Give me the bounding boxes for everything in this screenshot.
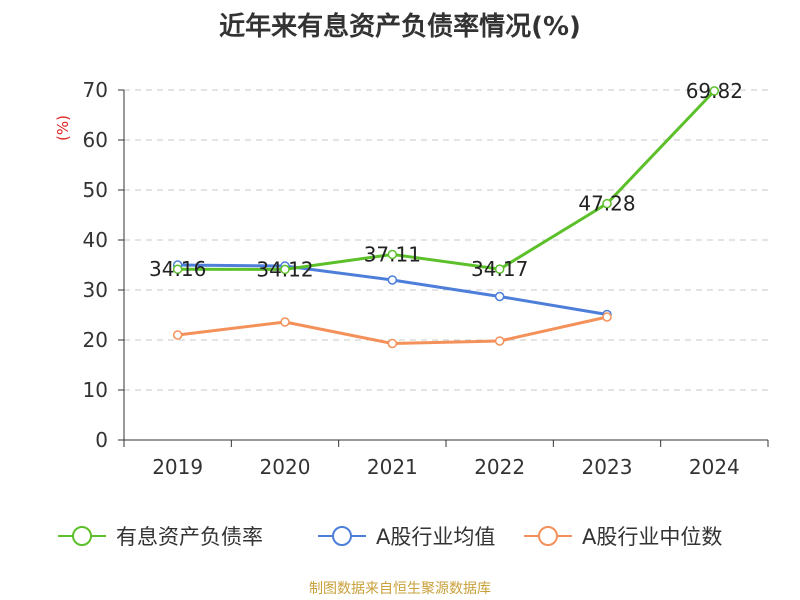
data-point: [387, 338, 398, 349]
grid-lines: [124, 89, 768, 391]
data-point: [709, 86, 720, 96]
data-point: [280, 264, 290, 275]
y-tick-label: 20: [83, 328, 108, 352]
series-line: [177, 89, 716, 271]
y-tick-label: 50: [83, 178, 108, 202]
data-label: 34.17: [471, 257, 528, 281]
y-tick-label: 0: [95, 428, 108, 452]
x-tick-label: 2019: [152, 455, 203, 479]
y-tick-label: 30: [83, 278, 108, 302]
data-point: [387, 275, 398, 285]
legend-label: A股行业均值: [376, 525, 495, 549]
legend-label: 有息资产负债率: [116, 525, 263, 549]
data-label: 34.16: [149, 257, 206, 281]
x-tick-label: 2021: [367, 455, 418, 479]
y-tick-label: 70: [83, 78, 108, 102]
legend-marker: [72, 526, 92, 546]
x-tick-label: 2020: [260, 455, 311, 479]
legend-marker: [538, 526, 558, 546]
axes: 0 10 20 30 40 50 60 70 (%) 2019 2020 2021 2022 2023 20…: [54, 78, 769, 479]
data-point: [602, 312, 612, 322]
data-point: [172, 330, 183, 340]
y-tick-label: 40: [83, 228, 108, 252]
legend-label: A股行业中位数: [582, 525, 722, 549]
data-point: [602, 198, 612, 209]
data-point: [494, 264, 505, 274]
y-axis-label: (%): [54, 115, 72, 141]
data-label: 34.12: [256, 257, 313, 281]
legend-marker: [332, 526, 352, 546]
data-point: [494, 336, 505, 346]
legend: 有息资产负债率 A股行业均值 A股行业中位数: [58, 525, 722, 549]
x-tick-label: 2022: [474, 455, 525, 479]
data-label: 69.82: [686, 79, 743, 103]
series-lines: [172, 86, 720, 349]
data-labels: 34.16 34.12 37.11 34.17 47.28 69.82: [149, 79, 743, 281]
data-label: 47.28: [578, 192, 635, 216]
data-point: [494, 291, 505, 302]
data-point: [280, 317, 290, 327]
data-label: 37.11: [364, 242, 421, 266]
y-tick-label: 60: [83, 128, 108, 152]
chart-title: 近年来有息资产负债率情况(%): [219, 12, 581, 42]
data-point: [387, 249, 398, 260]
y-tick-label: 10: [83, 378, 108, 402]
source-note: 制图数据来自恒生聚源数据库: [309, 581, 491, 597]
x-tick-label: 2024: [689, 455, 740, 479]
x-tick-label: 2023: [582, 455, 633, 479]
data-point: [172, 264, 183, 274]
